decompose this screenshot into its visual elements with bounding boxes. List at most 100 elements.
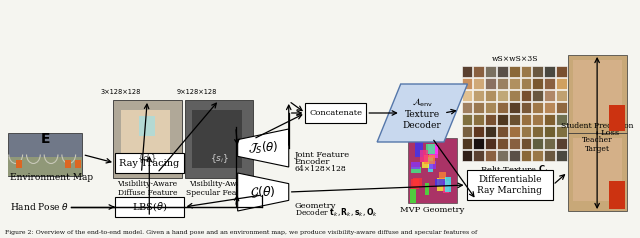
- Bar: [544, 66, 555, 77]
- Text: 64×128×128: 64×128×128: [294, 165, 346, 173]
- Bar: [520, 138, 531, 149]
- Bar: [461, 66, 472, 77]
- Bar: [467, 170, 553, 200]
- Bar: [193, 110, 241, 168]
- Bar: [556, 126, 566, 137]
- Bar: [532, 138, 543, 149]
- Bar: [573, 60, 621, 123]
- Bar: [532, 114, 543, 125]
- Bar: [544, 78, 555, 89]
- Bar: [410, 162, 420, 169]
- Bar: [497, 90, 508, 101]
- Bar: [520, 150, 531, 161]
- Bar: [497, 138, 508, 149]
- Bar: [422, 162, 429, 168]
- Bar: [509, 78, 520, 89]
- Text: Relit Texture $\mathbf{C}_k$: Relit Texture $\mathbf{C}_k$: [479, 164, 550, 177]
- Bar: [425, 183, 429, 195]
- Bar: [428, 144, 438, 154]
- Bar: [428, 157, 433, 172]
- Bar: [609, 181, 625, 209]
- Bar: [509, 150, 520, 161]
- Bar: [410, 189, 417, 203]
- Bar: [485, 138, 496, 149]
- Bar: [520, 78, 531, 89]
- Bar: [461, 126, 472, 137]
- Bar: [408, 138, 457, 203]
- Text: wS×wS×3S: wS×wS×3S: [492, 55, 538, 63]
- Bar: [556, 150, 566, 161]
- Bar: [437, 178, 446, 191]
- Bar: [474, 114, 484, 125]
- Bar: [410, 179, 419, 189]
- Bar: [16, 160, 22, 168]
- Bar: [509, 138, 520, 149]
- Text: Joint Feature: Joint Feature: [294, 151, 349, 159]
- Text: Teacher
Target: Teacher Target: [582, 136, 612, 153]
- Polygon shape: [377, 84, 467, 142]
- Bar: [485, 66, 496, 77]
- Text: Loss: Loss: [600, 129, 619, 137]
- Text: $\mathcal{A}_\mathrm{env}$
Texture
Decoder: $\mathcal{A}_\mathrm{env}$ Texture Decod…: [403, 96, 442, 130]
- Bar: [520, 90, 531, 101]
- Bar: [474, 90, 484, 101]
- Bar: [497, 114, 508, 125]
- Bar: [609, 105, 625, 131]
- Bar: [474, 138, 484, 149]
- Bar: [532, 102, 543, 113]
- Bar: [556, 78, 566, 89]
- Bar: [497, 150, 508, 161]
- Text: Visibility-Aware
Specular Feature: Visibility-Aware Specular Feature: [186, 180, 252, 197]
- Bar: [461, 138, 472, 149]
- Bar: [115, 153, 184, 173]
- Bar: [544, 138, 555, 149]
- Bar: [520, 126, 531, 137]
- Bar: [305, 103, 366, 123]
- Text: $\{s_i\}$: $\{s_i\}$: [209, 152, 228, 165]
- Bar: [556, 102, 566, 113]
- Bar: [544, 114, 555, 125]
- Bar: [497, 126, 508, 137]
- Polygon shape: [237, 129, 289, 167]
- Bar: [461, 150, 472, 161]
- Bar: [8, 157, 83, 176]
- Bar: [509, 90, 520, 101]
- Bar: [435, 179, 445, 186]
- Bar: [573, 138, 621, 201]
- Bar: [445, 177, 451, 192]
- Text: Differentiable
Ray Marching: Differentiable Ray Marching: [477, 175, 542, 195]
- Bar: [544, 102, 555, 113]
- Bar: [75, 160, 81, 168]
- Bar: [474, 150, 484, 161]
- Bar: [65, 160, 70, 168]
- Bar: [485, 150, 496, 161]
- Bar: [556, 66, 566, 77]
- Bar: [415, 142, 423, 157]
- Bar: [532, 90, 543, 101]
- Bar: [461, 78, 472, 89]
- Text: Hand Pose $\theta$: Hand Pose $\theta$: [10, 202, 69, 213]
- Text: $\mathcal{J}_S(\theta)$: $\mathcal{J}_S(\theta)$: [248, 140, 278, 156]
- Bar: [520, 114, 531, 125]
- Bar: [413, 178, 422, 187]
- Bar: [532, 78, 543, 89]
- Bar: [8, 133, 83, 176]
- Bar: [429, 146, 438, 158]
- Bar: [520, 66, 531, 77]
- Bar: [461, 102, 472, 113]
- Text: $\{d_i\}$: $\{d_i\}$: [138, 152, 157, 165]
- Text: 3×128×128: 3×128×128: [100, 89, 141, 95]
- Bar: [556, 90, 566, 101]
- Text: $\mathcal{G}(\theta)$: $\mathcal{G}(\theta)$: [250, 184, 276, 200]
- Bar: [485, 90, 496, 101]
- Text: LBS($\theta$): LBS($\theta$): [132, 201, 167, 213]
- Text: Encoder: Encoder: [294, 158, 330, 166]
- Bar: [532, 126, 543, 137]
- Bar: [485, 114, 496, 125]
- Text: Visibility-Aware
Diffuse Feature: Visibility-Aware Diffuse Feature: [117, 180, 177, 197]
- Bar: [474, 126, 484, 137]
- Bar: [410, 167, 421, 173]
- Bar: [420, 150, 428, 162]
- Text: Concatenate: Concatenate: [309, 109, 362, 117]
- Bar: [544, 126, 555, 137]
